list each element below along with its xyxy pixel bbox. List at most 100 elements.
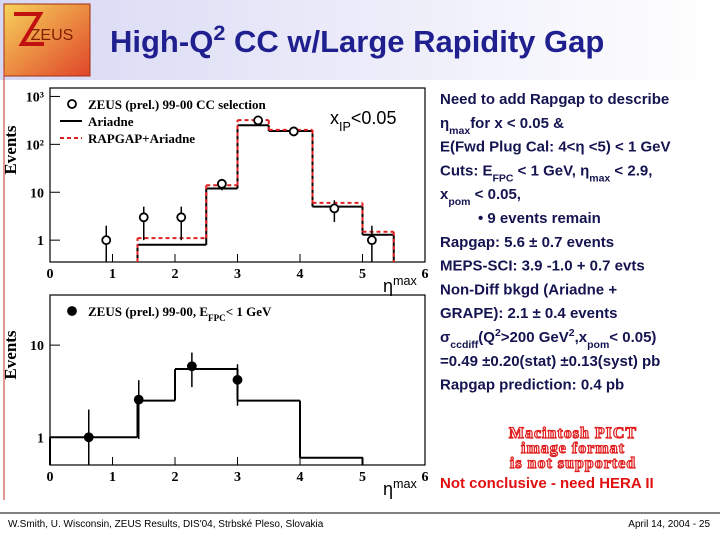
legend-label: RAPGAP+Ariadne	[88, 131, 195, 146]
text-part: Rapgap: 5.6 ± 0.7 events	[440, 234, 614, 251]
x-tick-label: 1	[109, 267, 116, 282]
text-part: ZEUS (prel.) 99-00, E	[88, 304, 208, 319]
text-part: CC w/Large Rapidity Gap	[225, 24, 604, 59]
text-part: max	[393, 274, 417, 288]
logo-bolt	[14, 12, 44, 46]
pict-placeholder: image format	[521, 440, 625, 457]
text-part: pom	[448, 196, 470, 208]
text-part: (Q	[478, 329, 495, 346]
note-line: ηmaxfor x < 0.05 &	[440, 115, 564, 137]
text-part: max	[393, 477, 417, 491]
x-tick-label: 3	[234, 470, 241, 485]
pict-placeholder: Macintosh PICT	[509, 425, 637, 442]
text-part: max	[589, 172, 610, 184]
y-axis-label: Events	[1, 330, 20, 380]
text-part: < 0.05)	[609, 329, 656, 346]
data-point	[329, 203, 340, 214]
text-part: >200 GeV	[501, 329, 569, 346]
text-part: <0.05	[351, 108, 397, 128]
text-part: < 2.9,	[610, 162, 652, 179]
x-tick-label: 1	[109, 470, 116, 485]
x-tick-label: 5	[359, 267, 366, 282]
x-tick-label: 4	[297, 470, 304, 485]
x-tick-label: 2	[172, 470, 179, 485]
x-tick-label: 6	[422, 267, 429, 282]
header-band	[0, 0, 720, 80]
conclusion: Not conclusive - need HERA II	[440, 475, 654, 492]
text-part: η	[383, 276, 393, 296]
legend-label: Ariadne	[88, 114, 134, 129]
text-part: FPC	[493, 172, 514, 184]
data-point	[288, 126, 299, 137]
text-part: =0.49 ±0.20(stat) ±0.13(syst) pb	[440, 353, 660, 370]
data-point	[216, 178, 227, 189]
text-part: 2	[495, 327, 501, 339]
note-line: xpom < 0.05,	[440, 186, 521, 208]
annotation: xIP<0.05	[330, 108, 396, 134]
note-line: E(Fwd Plug Cal: 4<η <5) < 1 GeV	[440, 139, 670, 156]
y-axis-label: Events	[1, 125, 20, 175]
text-part: max	[449, 125, 470, 137]
data-point	[253, 115, 264, 126]
text-part: MEPS-SCI: 3.9 -1.0 + 0.7 evts	[440, 258, 645, 275]
data-point	[176, 212, 187, 223]
legend-marker	[67, 99, 77, 109]
note-line: Cuts: EFPC < 1 GeV, ηmax < 2.9,	[440, 162, 652, 184]
text-part: Rapgap prediction: 0.4 pb	[440, 377, 624, 394]
text-part: ,x	[575, 329, 588, 346]
x-tick-label: 2	[172, 267, 179, 282]
legend-marker	[67, 306, 77, 316]
note-line: Non-Diff bkgd (Ariadne +	[440, 281, 617, 298]
x-tick-label: 6	[422, 470, 429, 485]
footer-right: April 14, 2004 - 25	[628, 519, 710, 530]
x-axis-label: ηmax	[383, 477, 418, 499]
text-part: < 0.05,	[471, 186, 521, 203]
text-part: Need to add Rapgap to describe	[440, 91, 669, 108]
data-point	[366, 235, 377, 246]
y-tick-label: 10	[30, 186, 44, 201]
text-part: E(Fwd Plug Cal: 4<η <5) < 1 GeV	[440, 139, 670, 156]
footer-left: W.Smith, U. Wisconsin, ZEUS Results, DIS…	[8, 519, 324, 530]
text-part: ccdiff	[450, 339, 479, 351]
pict-placeholder: is not supported	[510, 455, 636, 472]
text-part: 2	[213, 20, 225, 45]
text-part: < 1 GeV, η	[514, 162, 590, 179]
text-part: pom	[587, 339, 609, 351]
note-line: =0.49 ±0.20(stat) ±0.13(syst) pb	[440, 353, 660, 370]
logo-text: ZEUS	[31, 27, 74, 44]
slide-title: High-Q2 CC w/Large Rapidity Gap	[110, 20, 604, 60]
note-line: Need to add Rapgap to describe	[440, 91, 669, 108]
legend-label: ZEUS (prel.) 99-00 CC selection	[88, 97, 267, 112]
text-part: η	[383, 479, 393, 499]
text-part: Non-Diff bkgd (Ariadne +	[440, 281, 617, 298]
data-point	[101, 235, 112, 246]
data-point	[186, 361, 197, 372]
text-part: • 9 events remain	[478, 210, 601, 227]
legend-label: ZEUS (prel.) 99-00, EFPC< 1 GeV	[88, 304, 272, 323]
text-part: 2	[569, 327, 575, 339]
y-tick-label: 10	[30, 339, 44, 354]
data-point	[83, 432, 94, 443]
y-tick-label: 10²	[26, 138, 44, 153]
text-part: Cuts: E	[440, 162, 493, 179]
note-line: σccdiff(Q2>200 GeV2,xpom< 0.05)	[440, 327, 656, 351]
data-point	[138, 212, 149, 223]
text-part: for x < 0.05 &	[470, 115, 564, 132]
x-axis-label: ηmax	[383, 274, 418, 296]
data-point	[133, 394, 144, 405]
y-tick-label: 1	[37, 234, 44, 249]
text-part: x	[330, 108, 339, 128]
y-tick-label: 10³	[26, 90, 44, 105]
note-line: Rapgap prediction: 0.4 pb	[440, 377, 624, 394]
data-point	[232, 374, 243, 385]
text-part: FPC	[208, 313, 226, 323]
x-tick-label: 0	[47, 267, 54, 282]
text-part: η	[440, 115, 449, 132]
text-part: σ	[440, 329, 450, 346]
x-tick-label: 4	[297, 267, 304, 282]
note-line: MEPS-SCI: 3.9 -1.0 + 0.7 evts	[440, 258, 645, 275]
text-part: High-Q	[110, 24, 213, 59]
text-part: GRAPE): 2.1 ± 0.4 events	[440, 305, 617, 322]
